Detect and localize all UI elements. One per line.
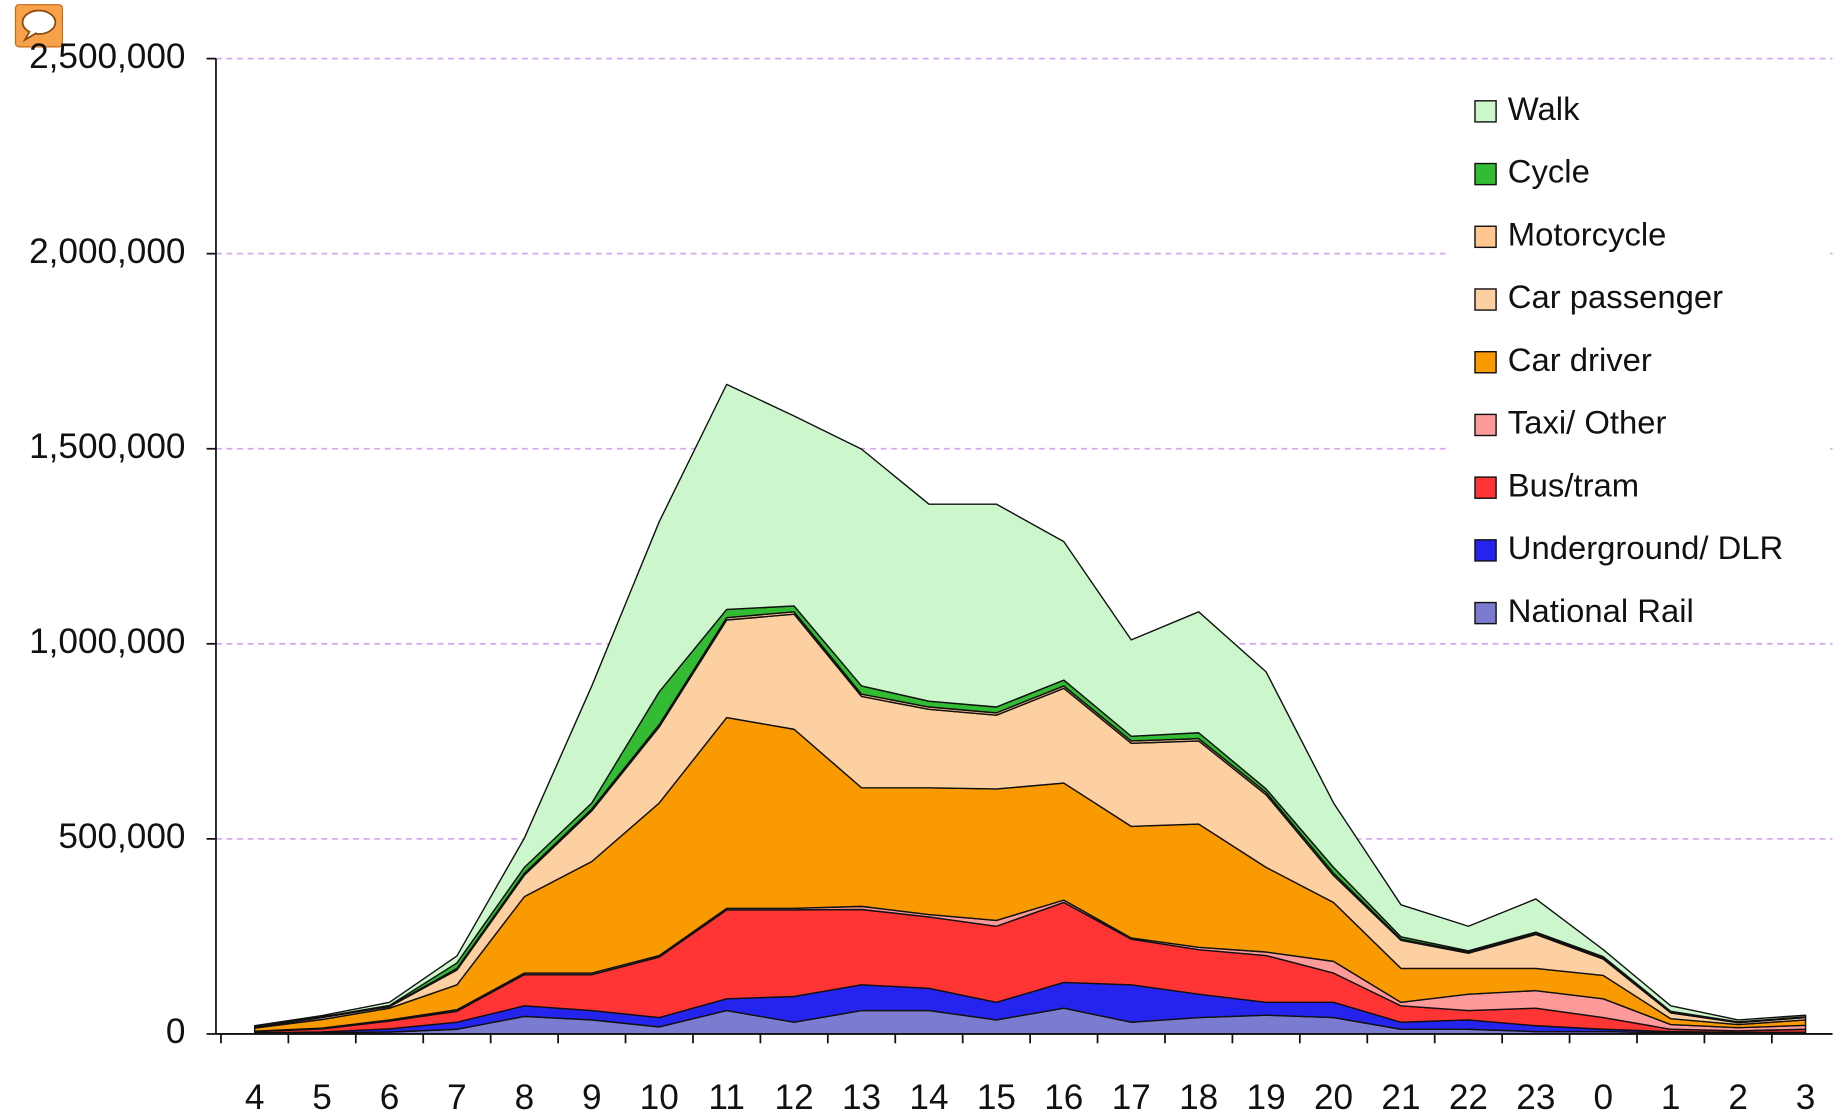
x-tick-label: 0 — [1593, 1078, 1613, 1116]
y-tick-label: 2,500,000 — [29, 37, 185, 76]
x-tick-label: 10 — [640, 1078, 679, 1116]
x-tick-label: 6 — [380, 1078, 400, 1116]
x-tick-label: 11 — [708, 1078, 744, 1116]
y-tick-label: 0 — [166, 1012, 186, 1051]
x-tick-label: 23 — [1516, 1078, 1555, 1116]
legend-swatch — [1474, 100, 1497, 123]
x-tick-label: 15 — [977, 1078, 1016, 1116]
x-tick-label: 17 — [1112, 1078, 1151, 1116]
x-tick-label: 8 — [515, 1078, 535, 1116]
legend-label: Car driver — [1508, 341, 1652, 378]
legend-label: Cycle — [1508, 153, 1590, 190]
x-tick-label: 19 — [1247, 1078, 1286, 1116]
x-tick-label: 9 — [582, 1078, 602, 1116]
x-tick-label: 12 — [775, 1078, 814, 1116]
y-tick-label: 500,000 — [58, 817, 185, 856]
x-tick-label: 3 — [1796, 1078, 1816, 1116]
y-tick-label: 2,000,000 — [29, 232, 185, 271]
x-tick-label: 18 — [1179, 1078, 1218, 1116]
legend-label: Walk — [1508, 90, 1580, 127]
legend-swatch — [1474, 288, 1497, 311]
legend-label: National Rail — [1508, 592, 1694, 629]
y-tick-label: 1,500,000 — [29, 427, 185, 466]
legend-swatch — [1474, 601, 1497, 625]
area — [253, 383, 1807, 1028]
x-tick-label: 4 — [245, 1078, 265, 1116]
x-tick-label: 22 — [1449, 1078, 1488, 1116]
legend: Walk Cycle Motorcycle Car passenger Car driv… — [1449, 79, 1827, 643]
legend-label: Motorcycle — [1508, 215, 1667, 252]
legend-swatch — [1474, 162, 1497, 186]
x-tick-label: 20 — [1314, 1078, 1353, 1116]
x-tick-label: 13 — [842, 1078, 881, 1116]
legend-label: Car passenger — [1508, 278, 1723, 315]
x-tick-label: 5 — [312, 1078, 332, 1116]
legend-swatch — [1474, 476, 1497, 499]
x-tick-label: 1 — [1661, 1078, 1681, 1116]
x-tick-label: 14 — [909, 1078, 948, 1116]
y-tick-label: 1,000,000 — [29, 622, 185, 661]
legend-swatch — [1474, 225, 1497, 249]
legend-swatch — [1474, 413, 1497, 437]
x-tick-label: 16 — [1044, 1078, 1083, 1116]
legend-swatch — [1474, 350, 1497, 374]
legend-label: Taxi/ Other — [1508, 404, 1667, 441]
legend-swatch — [1474, 539, 1497, 562]
x-tick-label: 2 — [1728, 1078, 1748, 1116]
legend-label: Bus/tram — [1508, 466, 1639, 503]
axes: 0 500,000 1,000,000 1,500,000 2,000,000 2,500… — [29, 37, 1833, 1116]
x-tick-label: 7 — [447, 1078, 467, 1116]
app-icon — [14, 4, 63, 48]
x-tick-label: 21 — [1381, 1078, 1420, 1116]
legend-box — [1449, 79, 1827, 643]
legend-label: Underground/ DLR — [1508, 529, 1783, 566]
grid — [215, 57, 1833, 840]
